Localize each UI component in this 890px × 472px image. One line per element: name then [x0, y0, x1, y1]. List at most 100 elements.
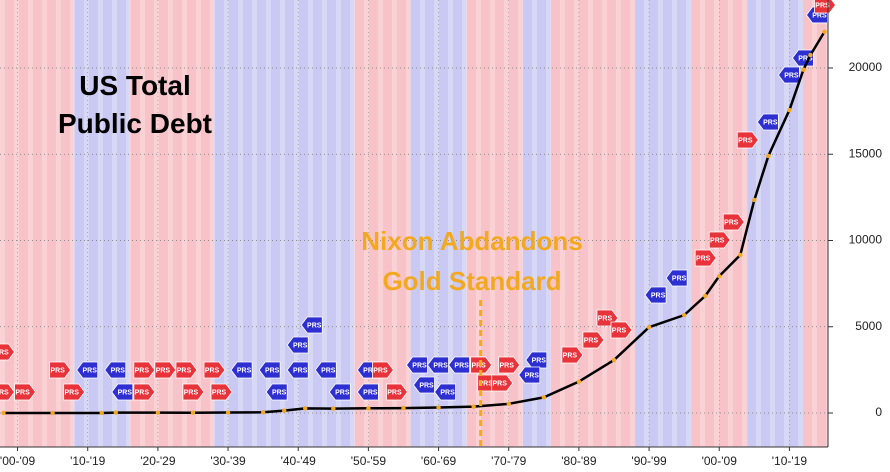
president-flag: PRS: [182, 383, 205, 401]
data-point: [50, 410, 55, 416]
president-flag: PRS: [154, 361, 177, 379]
flag-label: PRS: [471, 362, 486, 369]
flag-shape: [386, 383, 408, 401]
data-point: [717, 273, 722, 279]
flag-label: PRS: [373, 367, 388, 374]
flag-label: PRS: [598, 315, 613, 322]
flag-label: PRS: [784, 72, 799, 79]
band-texture: [0, 0, 828, 447]
y-tick-label: 0: [875, 405, 882, 419]
flag-shape: [133, 383, 156, 401]
data-point: [752, 197, 757, 203]
president-flag: PRS: [722, 213, 745, 231]
data-point: [331, 406, 336, 411]
flag-shape: [694, 249, 717, 267]
flag-shape: [133, 361, 156, 379]
x-tick-label: '10-'19: [772, 454, 808, 468]
flag-shape: [258, 361, 281, 379]
flag-label: PRS: [212, 389, 227, 396]
flag-label: PRS: [612, 327, 627, 334]
flag-shape: [610, 321, 633, 339]
flag-shape: [0, 383, 16, 401]
president-flag: PRS: [561, 346, 584, 364]
data-point: [808, 52, 813, 58]
data-point: [190, 410, 196, 415]
data-point: [541, 395, 547, 400]
president-flag: PRS: [286, 361, 309, 379]
flag-label: PRS: [321, 367, 336, 374]
president-flag: PRS: [265, 383, 288, 401]
flag-label: PRS: [307, 322, 322, 329]
flag-label: PRS: [419, 382, 434, 389]
data-point: [766, 153, 771, 159]
y-tick-label: 20000: [849, 60, 883, 74]
president-flag: PRS: [814, 0, 836, 14]
data-point: [113, 410, 118, 415]
flag-shape: [814, 0, 836, 14]
chart-title: US Total Public Debt: [58, 70, 212, 139]
flag-label: PRS: [135, 367, 150, 374]
flag-label: PRS: [710, 237, 725, 244]
flag-shape: [63, 383, 86, 401]
data-point: [225, 410, 231, 415]
flag-label: PRS: [272, 389, 287, 396]
flag-label: PRS: [83, 367, 98, 374]
flag-label: PRS: [563, 352, 578, 359]
flag-label: PRS: [293, 367, 308, 374]
y-tick-label: 5000: [855, 319, 882, 333]
president-flag: PRS: [175, 361, 198, 379]
flag-label: PRS: [265, 367, 280, 374]
flag-label: PRS: [651, 292, 666, 299]
x-tick-label: '00-'09: [702, 454, 738, 468]
flag-label: PRS: [724, 219, 739, 226]
president-flag: PRS: [610, 321, 633, 339]
flag-label: PRS: [798, 55, 813, 62]
president-flag: PRS: [491, 374, 514, 392]
data-point: [787, 107, 792, 113]
president-flag: PRS: [644, 286, 667, 304]
flag-label: PRS: [0, 349, 9, 356]
x-tick-label: '20-'29: [140, 454, 176, 468]
flag-label: PRS: [738, 137, 753, 144]
annotation: Nixon Abdandons Gold Standard: [361, 226, 582, 296]
president-flag: PRS: [665, 269, 688, 287]
flag-shape: [427, 356, 449, 374]
flag-label: PRS: [478, 380, 493, 387]
flag-shape: [525, 351, 548, 369]
flag-label: PRS: [64, 389, 79, 396]
flag-shape: [210, 383, 233, 401]
flag-label: PRS: [412, 362, 427, 369]
flag-shape: [491, 374, 514, 392]
data-point: [281, 408, 287, 413]
x-tick-label: '00-'09: [0, 454, 36, 468]
flag-label: PRS: [156, 367, 171, 374]
flag-shape: [372, 361, 394, 379]
flag-shape: [111, 383, 134, 401]
president-flag: PRS: [708, 231, 731, 249]
x-tick-label: '80-'89: [561, 454, 597, 468]
flag-label: PRS: [584, 337, 599, 344]
flag-label: PRS: [363, 367, 378, 374]
flag-label: PRS: [111, 367, 126, 374]
flag-label: PRS: [812, 12, 827, 19]
flag-shape: [76, 361, 99, 379]
flag-label: PRS: [500, 362, 515, 369]
president-flag: PRS: [210, 383, 233, 401]
president-flag: PRS: [14, 383, 37, 401]
flag-label: PRS: [440, 389, 455, 396]
president-flag: PRS: [258, 361, 281, 379]
flag-label: PRS: [433, 362, 448, 369]
president-flag: PRS: [518, 366, 541, 384]
data-point: [506, 401, 511, 407]
data-point: [681, 312, 687, 318]
flag-label: PRS: [672, 275, 687, 282]
flag-label: PRS: [335, 389, 350, 396]
x-tick-label: '50-'59: [351, 454, 387, 468]
flag-label: PRS: [177, 367, 192, 374]
flag-shape: [413, 376, 435, 394]
data-point: [646, 325, 652, 330]
flag-shape: [104, 361, 127, 379]
president-flag: PRS: [300, 316, 323, 334]
data-point: [366, 406, 371, 411]
data-point: [401, 405, 406, 411]
